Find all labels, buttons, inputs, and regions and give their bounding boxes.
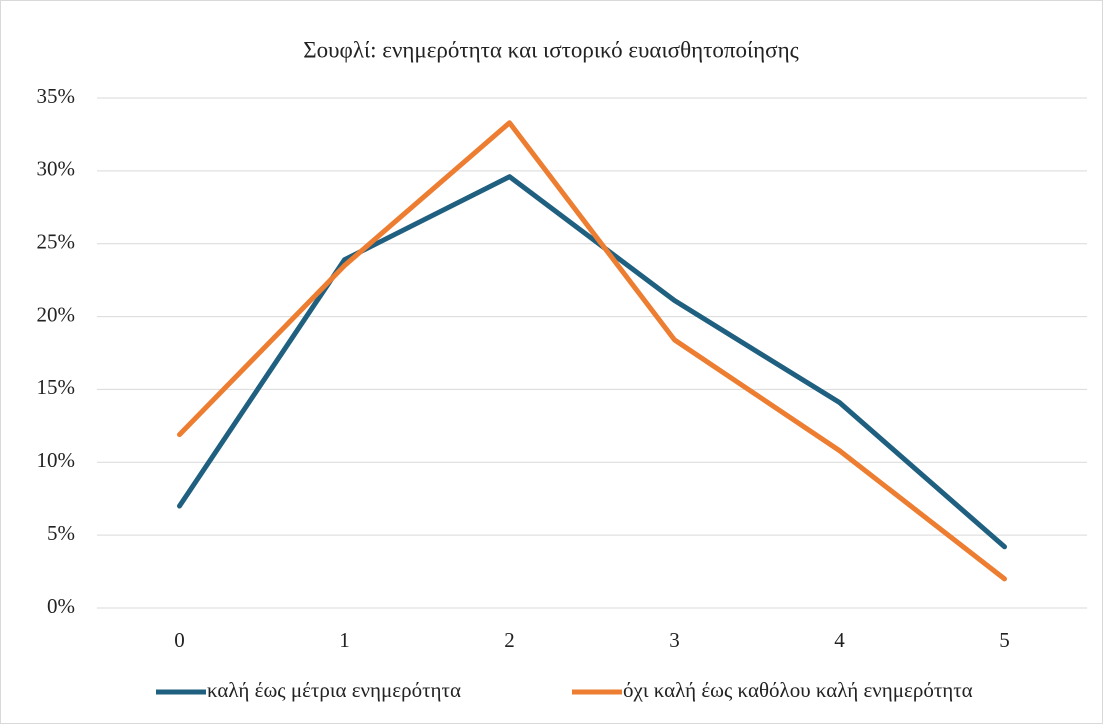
y-tick-label: 20%: [37, 302, 76, 326]
x-tick-label: 4: [834, 628, 845, 652]
line-series: [177, 120, 1007, 582]
legend-label: όχι καλή έως καθόλου καλή ενημερότητα: [623, 678, 973, 702]
x-tick-label: 2: [504, 628, 515, 652]
y-tick-label: 25%: [37, 230, 76, 254]
legend-label: καλή έως μέτρια ενημερότητα: [207, 678, 461, 702]
x-tick-label: 1: [339, 628, 350, 652]
y-tick-label: 15%: [37, 375, 76, 399]
x-tick-label: 5: [999, 628, 1010, 652]
x-tick-label: 3: [669, 628, 680, 652]
chart-title: Σουφλί: ενημερότητα και ιστορικό ευαισθη…: [303, 37, 798, 62]
line-series: [177, 174, 1007, 550]
y-tick-label: 30%: [37, 157, 76, 181]
x-tick-label: 0: [174, 628, 185, 652]
y-tick-label: 5%: [47, 521, 75, 545]
y-tick-label: 10%: [37, 448, 76, 472]
y-tick-label: 0%: [47, 594, 75, 618]
y-tick-label: 35%: [37, 84, 76, 108]
